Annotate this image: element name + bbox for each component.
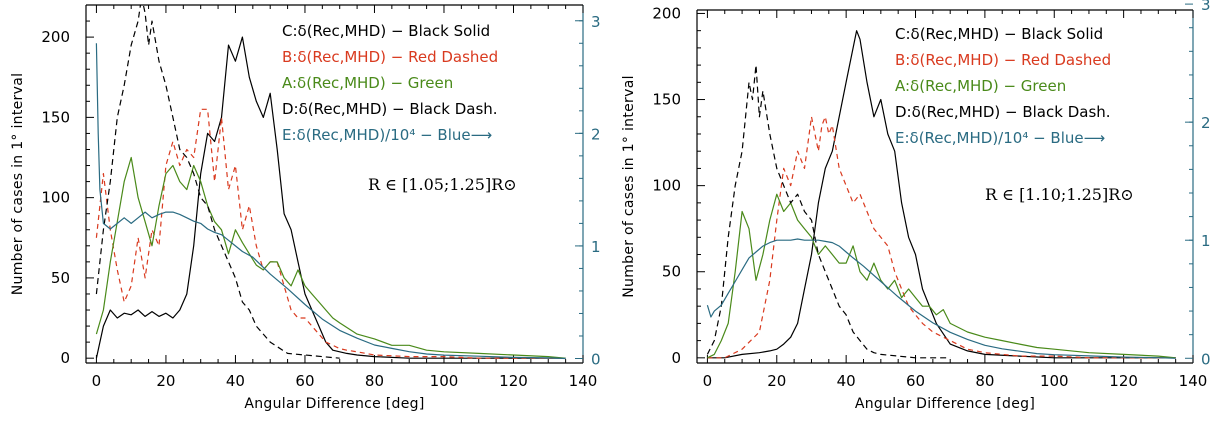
legend-entry: D:δ(Rec,MHD) − Black Dash. xyxy=(895,103,1111,121)
y2-tick-label: 0 xyxy=(1201,350,1211,368)
legend-entry: C:δ(Rec,MHD) − Black Solid xyxy=(895,25,1103,43)
legend-entry: C:δ(Rec,MHD) − Black Solid xyxy=(282,22,490,40)
radius-annotation: R ∈ [1.05;1.25]R⊙ xyxy=(368,175,517,194)
series-c-line xyxy=(707,30,1176,359)
legend-entry: A:δ(Rec,MHD) − Green xyxy=(895,77,1066,95)
series-group xyxy=(706,30,1176,359)
series-e-line xyxy=(706,238,1176,359)
y2-tick-label: 3 xyxy=(1201,0,1211,14)
y2-tick-label: 3 xyxy=(591,13,601,31)
y-tick-label: 200 xyxy=(652,4,681,22)
x-tick-label: 100 xyxy=(430,372,459,390)
series-b-line xyxy=(707,116,1176,359)
y-tick-label: 50 xyxy=(51,269,70,287)
series-d-line xyxy=(706,64,951,359)
series-b-line xyxy=(95,108,566,359)
x-tick-label: 0 xyxy=(92,372,102,390)
x-tick-label: 140 xyxy=(569,372,598,390)
chart-panel-2: 0 20 40 60 80 100 120 140 0 50 100 150 200 0 1 2 3 Angula… xyxy=(621,0,1211,412)
x-tick-label: 20 xyxy=(767,372,786,390)
x-tick-label: 60 xyxy=(906,372,925,390)
x-tick-label: 120 xyxy=(1109,372,1138,390)
x-axis-label: Angular Difference [deg] xyxy=(855,396,1035,412)
y-tick-label: 100 xyxy=(41,189,70,207)
radius-annotation: R ∈ [1.10;1.25]R⊙ xyxy=(985,185,1134,204)
y-tick-label: 150 xyxy=(652,91,681,109)
x-tick-label: 120 xyxy=(499,372,528,390)
x-tick-label: 20 xyxy=(156,372,175,390)
legend-entry: E:δ(Rec,MHD)/10⁴ − Blue⟶ xyxy=(282,126,492,144)
x-tick-label: 40 xyxy=(837,372,856,390)
chart-panel-1: 0 20 40 60 80 100 120 140 0 50 100 150 200 0 1 2 3 Angula… xyxy=(10,4,601,412)
series-group xyxy=(95,5,566,360)
legend-entry: A:δ(Rec,MHD) − Green xyxy=(282,74,453,92)
series-c-line xyxy=(95,36,566,359)
x-axis-label: Angular Difference [deg] xyxy=(244,396,424,412)
y-tick-label: 200 xyxy=(41,28,70,46)
x-tick-label: 100 xyxy=(1040,372,1069,390)
y-axis-label: Number of cases in 1° interval xyxy=(10,73,26,296)
legend-entry: D:δ(Rec,MHD) − Black Dash. xyxy=(282,100,498,118)
y-tick-label: 100 xyxy=(652,177,681,195)
legend-entry: E:δ(Rec,MHD)/10⁴ − Blue⟶ xyxy=(895,129,1105,147)
y-tick-label: 50 xyxy=(662,263,681,281)
y-axis-label: Number of cases in 1° interval xyxy=(621,75,637,298)
y2-tick-label: 0 xyxy=(591,350,601,368)
y-tick-label: 0 xyxy=(60,349,70,367)
x-tick-label: 0 xyxy=(703,372,713,390)
x-tick-label: 80 xyxy=(975,372,994,390)
legend-entry: B:δ(Rec,MHD) − Red Dashed xyxy=(282,48,498,66)
x-tick-label: 140 xyxy=(1179,372,1208,390)
x-tick-label: 80 xyxy=(365,372,384,390)
y2-tick-label: 1 xyxy=(1201,232,1211,250)
y2-tick-label: 1 xyxy=(591,238,601,256)
y2-tick-label: 2 xyxy=(1201,114,1211,132)
x-tick-label: 40 xyxy=(226,372,245,390)
y2-tick-label: 2 xyxy=(591,125,601,143)
series-a-line xyxy=(707,193,1176,359)
legend-entry: B:δ(Rec,MHD) − Red Dashed xyxy=(895,51,1111,69)
series-d-line xyxy=(95,5,340,359)
series-e-line xyxy=(95,43,566,360)
series-a-line xyxy=(95,156,566,359)
x-tick-label: 60 xyxy=(295,372,314,390)
y-tick-label: 0 xyxy=(671,349,681,367)
y-tick-label: 150 xyxy=(41,108,70,126)
